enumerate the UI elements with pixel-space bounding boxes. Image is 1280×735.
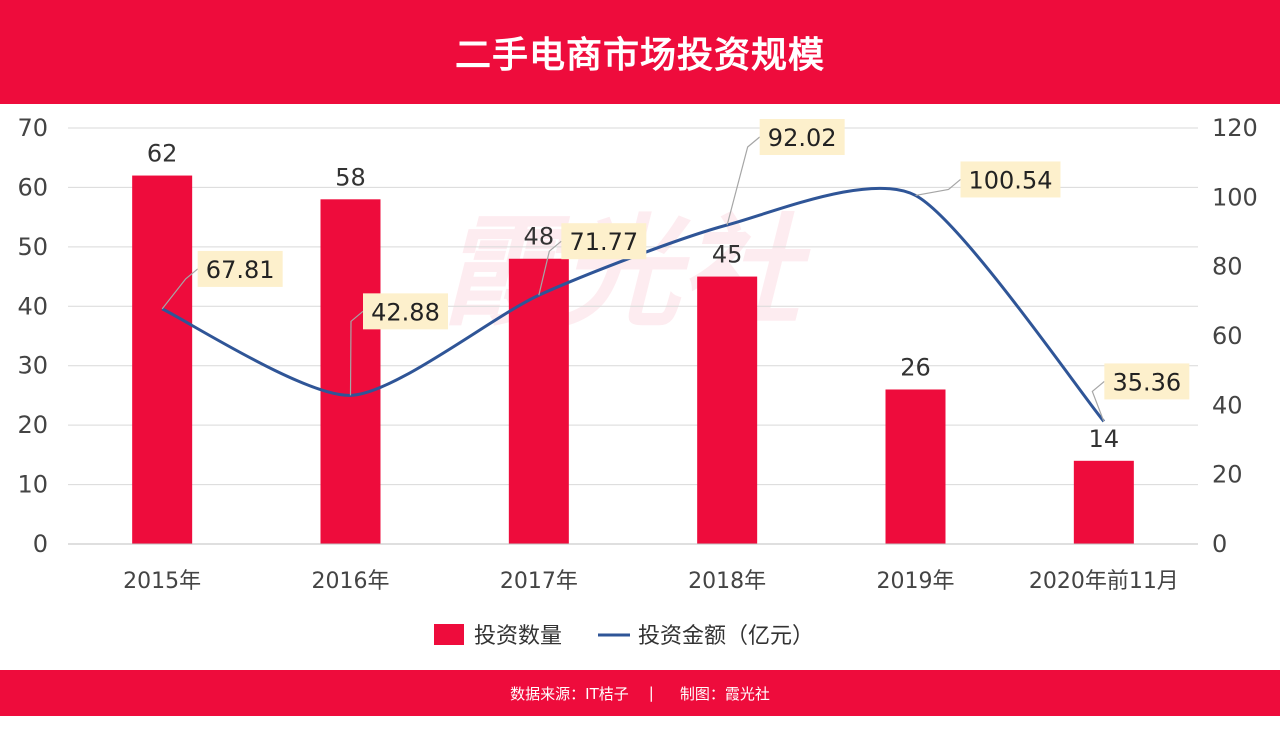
chart-footer: 数据来源：IT桔子 | 制图：霞光社 — [0, 670, 1280, 716]
line-label-text: 42.88 — [371, 298, 440, 326]
right-tick-label: 0 — [1212, 530, 1227, 558]
bar-label: 14 — [1089, 425, 1120, 453]
line-label-text: 92.02 — [768, 124, 837, 152]
left-tick-label: 0 — [33, 530, 48, 558]
left-tick-label: 60 — [17, 173, 48, 201]
left-tick-label: 10 — [17, 471, 48, 499]
bar-label: 45 — [712, 241, 743, 269]
line-label-text: 35.36 — [1112, 368, 1181, 396]
label-leader — [161, 268, 199, 310]
bar — [132, 175, 193, 544]
left-tick-label: 20 — [17, 411, 48, 439]
credit-note: 制图：霞光社 — [679, 684, 770, 703]
right-y-axis: 0 20 40 60 80 100 120 — [1212, 114, 1258, 558]
line-label: 100.54 — [915, 161, 1061, 198]
line-label-text: 71.77 — [569, 228, 638, 256]
legend-line-label: 投资金额（亿元） — [638, 624, 814, 649]
label-leader — [349, 310, 364, 396]
right-tick-label: 100 — [1212, 183, 1258, 211]
right-tick-label: 80 — [1212, 253, 1243, 281]
left-tick-label: 50 — [17, 233, 48, 261]
line-series — [161, 186, 1105, 423]
bar-value-labels: 62 58 48 45 26 14 — [147, 140, 1119, 453]
bar — [885, 389, 946, 544]
line-label-text: 100.54 — [969, 166, 1053, 194]
right-tick-label: 20 — [1212, 461, 1243, 489]
bar — [1073, 460, 1134, 544]
line-label: 71.77 — [538, 223, 647, 296]
bar — [508, 258, 569, 544]
bar-label: 48 — [524, 223, 555, 251]
x-tick-label: 2016年 — [312, 569, 390, 594]
x-tick-label: 2020年前11月 — [1029, 569, 1179, 594]
label-box — [197, 250, 283, 287]
left-y-axis: 0 10 20 30 40 50 60 70 — [17, 114, 48, 558]
bar-label: 62 — [147, 140, 178, 168]
x-tick-label: 2018年 — [688, 569, 766, 594]
line-label: 42.88 — [349, 293, 448, 396]
label-box — [759, 118, 845, 155]
line-value-labels: 67.81 42.88 71.77 92.02 100.54 35.36 — [161, 118, 1190, 422]
legend-bar-swatch — [434, 624, 464, 645]
bars — [132, 175, 1134, 545]
line-label-text: 67.81 — [206, 256, 275, 284]
footer-separator: | — [648, 684, 654, 702]
source-note: 数据来源：IT桔子 — [510, 684, 629, 703]
line-label: 67.81 — [161, 250, 283, 310]
line-label: 92.02 — [726, 118, 845, 226]
x-tick-label: 2017年 — [500, 569, 578, 594]
chart-header: 二手电商市场投资规模 — [0, 0, 1280, 104]
bar — [697, 276, 758, 544]
label-box — [960, 161, 1061, 198]
line-path — [161, 186, 1105, 423]
label-leader — [1091, 380, 1105, 422]
label-leader — [726, 136, 761, 226]
left-tick-label: 40 — [17, 292, 48, 320]
x-axis: 2015年 2016年 2017年 2018年 2019年 2020年前11月 — [68, 543, 1198, 594]
left-tick-label: 70 — [17, 114, 48, 142]
bar-label: 58 — [335, 163, 366, 191]
right-tick-label: 60 — [1212, 322, 1243, 350]
x-tick-label: 2019年 — [877, 569, 955, 594]
right-tick-label: 120 — [1212, 114, 1258, 142]
left-tick-label: 30 — [17, 352, 48, 380]
bar-label: 26 — [900, 353, 931, 381]
label-box — [561, 223, 647, 260]
label-box — [1104, 363, 1190, 400]
x-tick-label: 2015年 — [123, 569, 201, 594]
label-leader — [538, 240, 562, 296]
label-box — [363, 293, 448, 330]
right-tick-label: 40 — [1212, 391, 1243, 419]
legend-bar-label: 投资数量 — [474, 624, 562, 649]
line-label: 35.36 — [1091, 363, 1190, 422]
label-leader — [915, 179, 961, 197]
legend: 投资数量 投资金额（亿元） — [434, 624, 814, 649]
chart-title: 二手电商市场投资规模 — [454, 35, 825, 76]
